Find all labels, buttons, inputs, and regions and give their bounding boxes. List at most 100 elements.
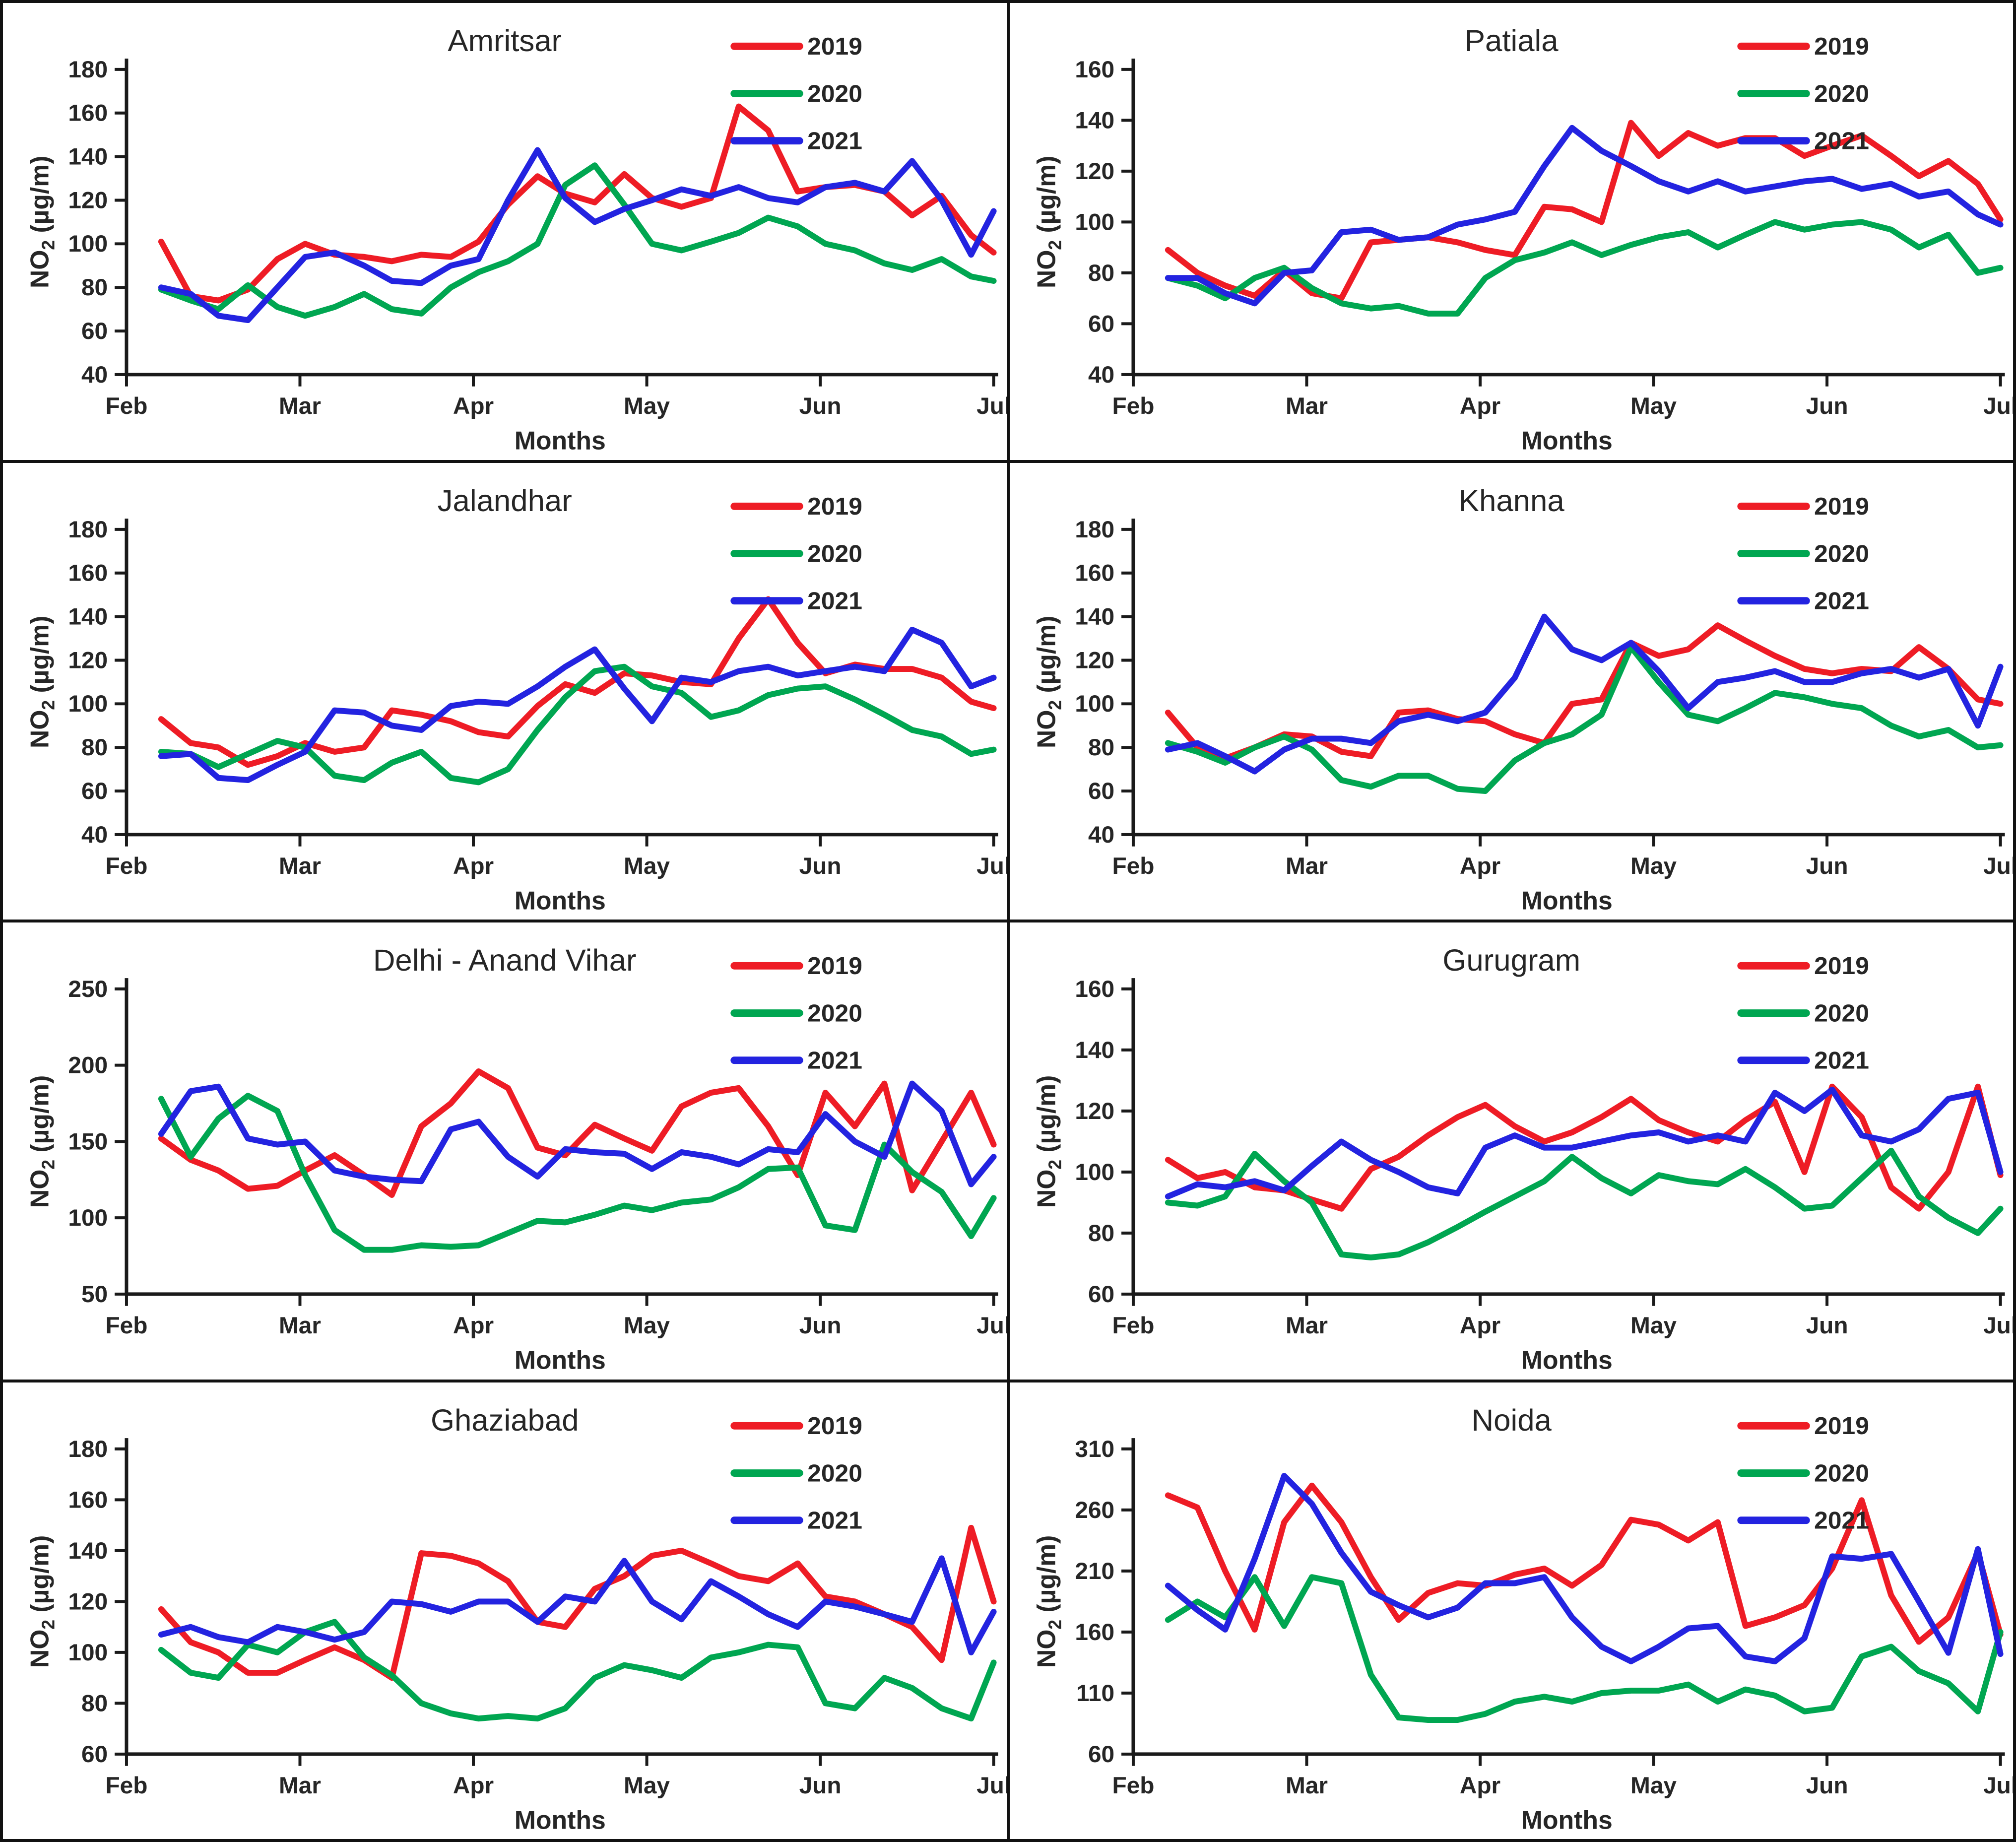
legend-item-2019: 2019 — [730, 1412, 862, 1440]
series-line-2019 — [158, 1068, 997, 1198]
legend-item-2020: 2020 — [1737, 79, 1869, 107]
legend-label: 2021 — [1814, 127, 1869, 155]
x-tick-label: May — [1630, 1773, 1677, 1799]
x-tick-label: Jun — [1806, 1773, 1848, 1799]
x-tick-label: Feb — [1112, 853, 1154, 879]
legend-item-2019: 2019 — [730, 952, 862, 980]
chart-svg-amritsar: 40 60 80 100 120 140 160 180 Feb Mar Apr May Jun Jul M… — [25, 24, 1007, 455]
legend-item-2021: 2021 — [1737, 1047, 1869, 1074]
x-tick-label: Jul — [976, 393, 1006, 419]
chart-title: Jalandhar — [438, 484, 572, 518]
legend-item-2020: 2020 — [1737, 539, 1869, 567]
y-axis-title: NO2 (µg/m) — [1032, 615, 1065, 748]
chart-svg-gurugram: 60 80 100 120 140 160 Feb Mar Apr May Jun Jul Months… — [1032, 943, 2013, 1374]
x-tick-label: May — [624, 393, 670, 419]
legend-item-2019: 2019 — [1737, 1412, 1869, 1440]
y-tick-label: 50 — [81, 1281, 108, 1308]
chart-panel-jalandhar: 40 60 80 100 120 140 160 180 Feb Mar Apr May Jun Jul M… — [1, 461, 1008, 921]
legend-item-2020: 2020 — [730, 539, 862, 567]
y-tick-label: 140 — [1075, 603, 1114, 630]
x-tick-label: Jun — [799, 1313, 842, 1339]
y-tick-label: 100 — [68, 231, 108, 257]
legend-item-2019: 2019 — [1737, 492, 1869, 520]
legend-label: 2020 — [807, 1459, 862, 1487]
chart-title: Amritsar — [448, 24, 562, 58]
x-tick-label: Mar — [279, 853, 321, 879]
series-line-2020 — [1165, 219, 2004, 317]
x-axis-title: Months — [515, 1346, 606, 1375]
legend-label: 2021 — [807, 1506, 862, 1534]
y-tick-label: 100 — [68, 1205, 108, 1231]
y-tick-label: 180 — [1075, 516, 1114, 542]
series-line-2021 — [158, 626, 997, 783]
chart-title: Delhi - Anand Vihar — [373, 943, 637, 978]
y-tick-label: 120 — [68, 647, 108, 673]
series-line-2020 — [158, 663, 997, 785]
x-tick-label: Feb — [105, 1773, 147, 1799]
y-axis-title: NO2 (µg/m) — [1032, 156, 1065, 288]
x-tick-label: Jun — [799, 393, 842, 419]
x-axis-title: Months — [515, 1805, 606, 1834]
legend-label: 2019 — [1814, 32, 1869, 60]
y-tick-label: 60 — [81, 778, 108, 804]
x-tick-label: Feb — [105, 853, 147, 879]
y-tick-label: 120 — [68, 187, 108, 213]
y-tick-label: 210 — [1075, 1558, 1114, 1584]
chart-panel-amritsar: 40 60 80 100 120 140 160 180 Feb Mar Apr May Jun Jul M… — [1, 1, 1008, 461]
y-tick-label: 40 — [1088, 362, 1114, 388]
chart-title: Khanna — [1458, 484, 1564, 518]
chart-svg-jalandhar: 40 60 80 100 120 140 160 180 Feb Mar Apr May Jun Jul M… — [25, 484, 1007, 915]
y-axis-title: NO2 (µg/m) — [25, 1535, 59, 1667]
x-tick-label: Jun — [1806, 393, 1848, 419]
y-tick-label: 260 — [1075, 1497, 1114, 1523]
x-tick-label: May — [624, 1313, 670, 1339]
x-tick-label: Apr — [453, 393, 494, 419]
y-axis-title: NO2 (µg/m) — [1032, 1535, 1065, 1667]
x-tick-label: Mar — [1285, 393, 1327, 419]
y-axis-title: NO2 (µg/m) — [25, 1075, 59, 1208]
legend-label: 2020 — [807, 539, 862, 567]
x-axis-title: Months — [1521, 1805, 1612, 1834]
chart-title: Noida — [1471, 1403, 1552, 1438]
legend-label: 2019 — [1814, 1412, 1869, 1440]
series-line-2020 — [158, 1618, 997, 1721]
y-tick-label: 310 — [1075, 1436, 1114, 1462]
y-tick-label: 40 — [1088, 821, 1114, 848]
legend-label: 2021 — [1814, 587, 1869, 614]
legend-item-2020: 2020 — [730, 1459, 862, 1487]
series-line-2019 — [1165, 1482, 2004, 1645]
y-tick-label: 160 — [68, 1487, 108, 1513]
legend-item-2020: 2020 — [1737, 999, 1869, 1027]
series-line-2020 — [158, 162, 997, 319]
x-tick-label: May — [624, 1773, 670, 1799]
y-tick-label: 180 — [68, 57, 108, 83]
chart-svg-khanna: 40 60 80 100 120 140 160 180 Feb Mar Apr May Jun Jul M… — [1032, 484, 2013, 915]
x-axis-title: Months — [1521, 886, 1612, 915]
legend-item-2021: 2021 — [1737, 587, 1869, 614]
y-tick-label: 80 — [81, 274, 108, 301]
x-axis-title: Months — [515, 426, 606, 455]
x-tick-label: Jul — [1983, 393, 2013, 419]
x-tick-label: Apr — [1459, 1773, 1500, 1799]
y-axis-title: NO2 (µg/m) — [25, 156, 59, 288]
y-tick-label: 80 — [81, 1690, 108, 1716]
x-tick-label: Feb — [1112, 393, 1154, 419]
x-tick-label: Jul — [976, 853, 1006, 879]
y-tick-label: 200 — [68, 1053, 108, 1079]
y-axis-title: NO2 (µg/m) — [1032, 1075, 1065, 1208]
series-line-2020 — [1165, 1574, 2004, 1723]
series-line-2021 — [1165, 125, 2004, 307]
legend-label: 2020 — [1814, 539, 1869, 567]
y-tick-label: 120 — [1075, 1098, 1114, 1124]
y-tick-label: 80 — [81, 734, 108, 761]
y-tick-label: 180 — [68, 516, 108, 542]
y-tick-label: 60 — [81, 1741, 108, 1767]
chart-panel-delhi-anand-vihar: 50 100 150 200 250 Feb Mar Apr May Jun Jul Months NO… — [1, 921, 1008, 1381]
legend-label: 2019 — [1814, 492, 1869, 520]
legend-label: 2019 — [807, 32, 862, 60]
chart-title: Patiala — [1464, 24, 1558, 58]
legend-item-2021: 2021 — [730, 127, 862, 155]
x-tick-label: Apr — [453, 853, 494, 879]
x-tick-label: Jun — [799, 853, 842, 879]
x-tick-label: Jul — [976, 1773, 1006, 1799]
